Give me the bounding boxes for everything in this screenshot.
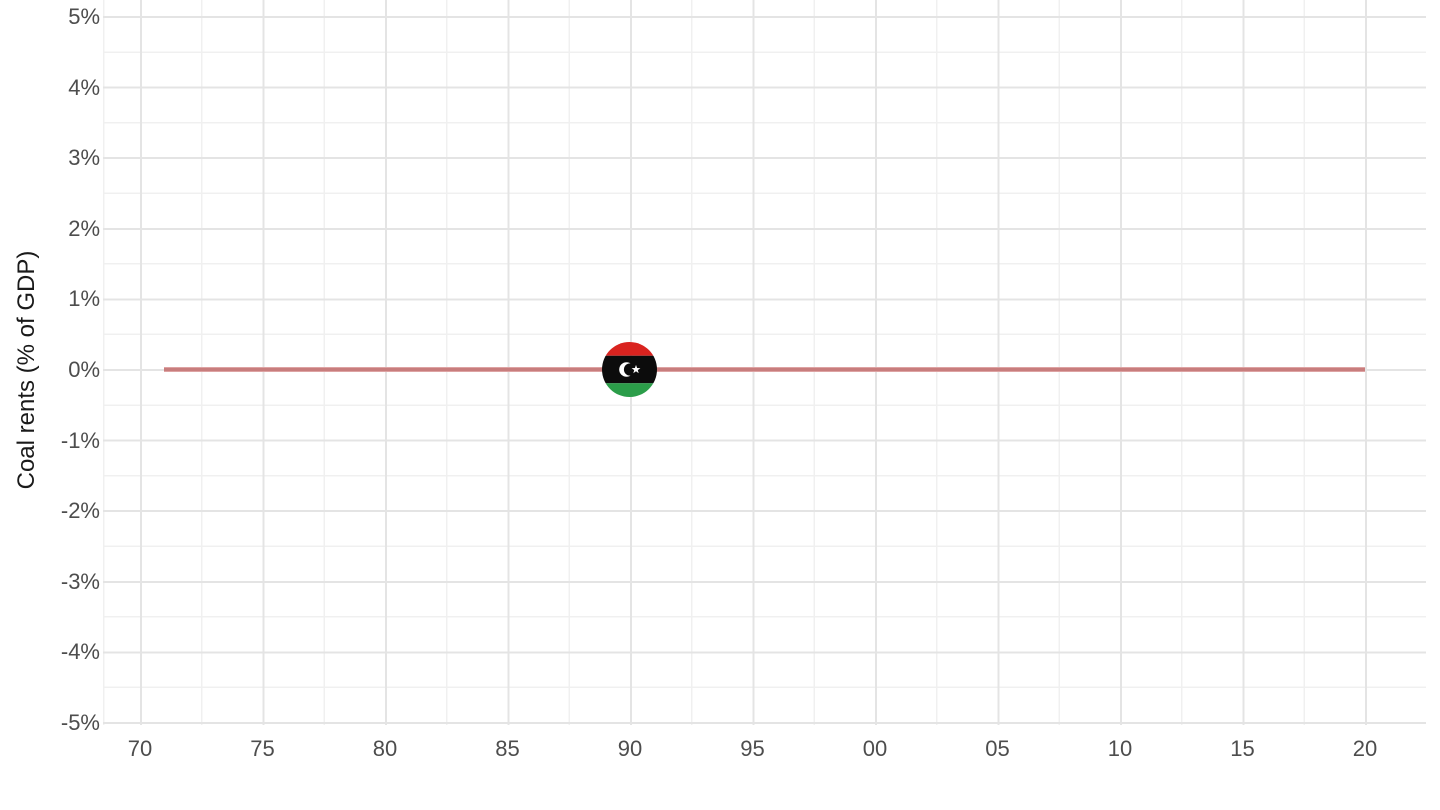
y-tick-label: -1% bbox=[60, 428, 100, 453]
y-tick-label: 0% bbox=[68, 357, 100, 382]
y-tick-label: -2% bbox=[60, 498, 100, 523]
x-tick-label: 85 bbox=[495, 736, 520, 761]
x-tick-label: 70 bbox=[127, 736, 153, 761]
y-tick-label: -4% bbox=[60, 639, 100, 664]
y-tick-label: -3% bbox=[60, 569, 100, 594]
data-point-libya-1990[interactable] bbox=[602, 342, 657, 397]
plot-area bbox=[103, 0, 1426, 725]
x-tick-label: 10 bbox=[1107, 736, 1133, 761]
x-tick-label: 15 bbox=[1230, 736, 1255, 761]
y-tick-label: -5% bbox=[60, 710, 100, 735]
y-tick-label: 4% bbox=[68, 75, 100, 100]
line-series-libya[interactable] bbox=[164, 367, 1365, 372]
libya-flag-icon bbox=[602, 342, 657, 397]
x-tick-label: 80 bbox=[372, 736, 398, 761]
y-tick-label: 3% bbox=[68, 145, 100, 170]
x-tick-label: 90 bbox=[617, 736, 643, 761]
y-tick-label: 5% bbox=[68, 4, 100, 29]
y-tick-label: 1% bbox=[68, 286, 100, 311]
x-tick-label: 05 bbox=[985, 736, 1010, 761]
x-tick-label: 20 bbox=[1352, 736, 1378, 761]
y-tick-label: 2% bbox=[68, 216, 100, 241]
x-tick-label: 95 bbox=[740, 736, 765, 761]
x-tick-label: 75 bbox=[250, 736, 275, 761]
x-tick-label: 00 bbox=[862, 736, 888, 761]
